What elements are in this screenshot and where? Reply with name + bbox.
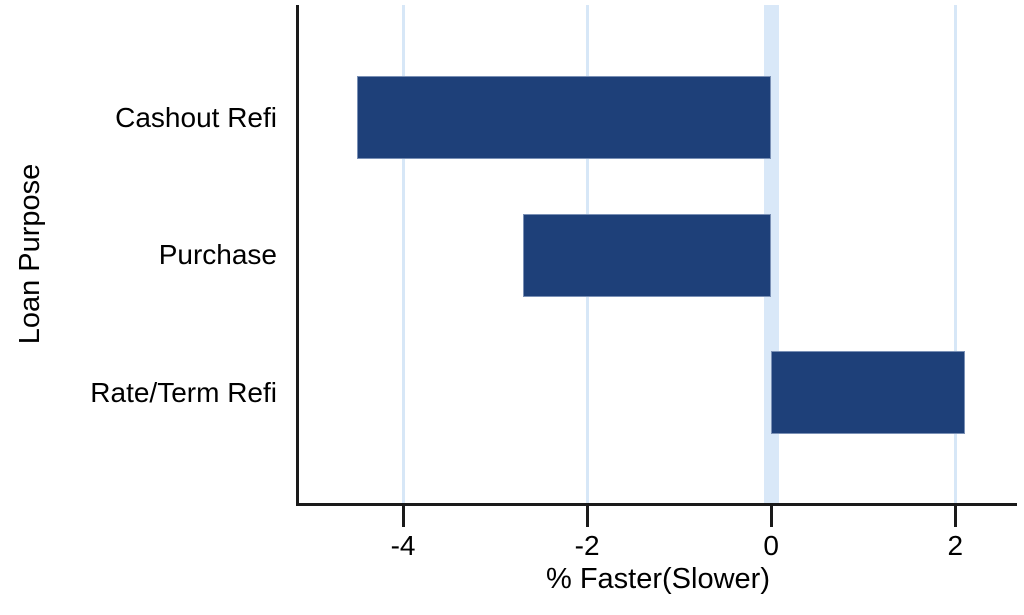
x-axis-line: [296, 503, 1017, 506]
gridline: [953, 5, 957, 503]
x-tick: [585, 506, 589, 527]
x-tick-label: -2: [574, 530, 600, 561]
x-tick-label: -4: [390, 530, 416, 561]
x-tick-label: 2: [947, 530, 964, 561]
bar-cashout-refi: [356, 76, 772, 159]
bar-purchase: [522, 213, 772, 297]
y-axis-title: Loan Purpose: [14, 163, 46, 345]
x-tick-label: 0: [763, 530, 779, 561]
category-label: Rate/Term Refi: [90, 376, 277, 408]
gridline: [401, 5, 405, 503]
bar-rate-term-refi: [771, 351, 965, 434]
x-tick: [953, 506, 957, 527]
x-axis-title: % Faster(Slower): [546, 563, 770, 595]
category-label: Cashout Refi: [115, 101, 277, 133]
x-tick: [769, 506, 773, 527]
y-axis-line: [296, 5, 299, 506]
category-label: Purchase: [158, 239, 277, 270]
x-tick: [401, 506, 405, 527]
